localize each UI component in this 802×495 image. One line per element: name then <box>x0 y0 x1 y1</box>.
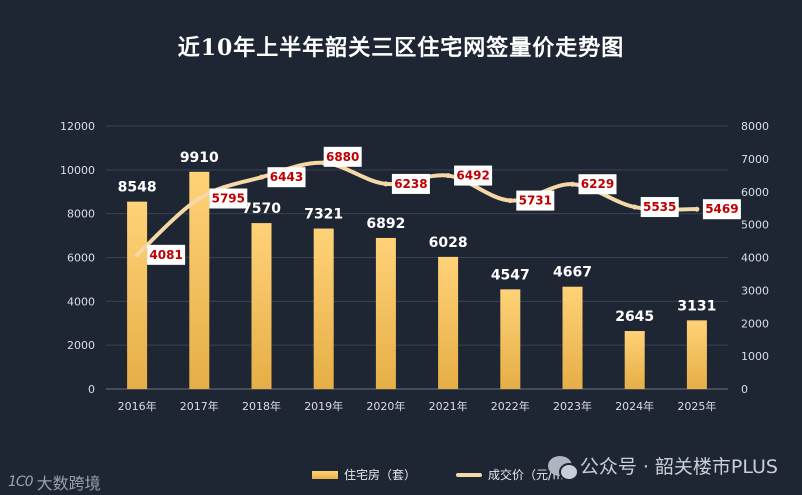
bar-value-label: 4547 <box>491 267 530 283</box>
bar <box>438 256 459 389</box>
brand-logo: 1C0 大数跨境 <box>8 470 101 494</box>
line-point <box>570 181 575 187</box>
y-left-tick-label: 0 <box>88 383 95 396</box>
y-right-tick-label: 6000 <box>741 186 769 199</box>
x-tick-label: 2018年 <box>242 399 281 413</box>
bar <box>686 320 707 389</box>
bar <box>375 237 396 389</box>
y-left-tick-label: 6000 <box>67 252 95 265</box>
y-right-tick-label: 4000 <box>741 252 769 265</box>
line-value-label: 6238 <box>394 177 427 191</box>
line-value-box <box>209 188 248 209</box>
line-point <box>632 204 638 210</box>
x-tick-label: 2021年 <box>429 399 468 413</box>
watermark: 公众号 · 韶关楼市PLUS <box>547 452 778 481</box>
legend-bar-swatch <box>312 470 338 479</box>
bar <box>313 228 334 389</box>
y-right-tick-label: 8000 <box>741 120 769 133</box>
watermark-text: 公众号 · 韶关楼市PLUS <box>579 456 778 478</box>
y-right-tick-label: 3000 <box>741 284 769 297</box>
line-value-box <box>578 174 617 195</box>
line-value-box <box>454 165 493 186</box>
bar-value-label: 9910 <box>180 150 219 166</box>
line-point <box>445 173 451 179</box>
legend-bar-label: 住宅房（套） <box>344 468 417 482</box>
legend-line-swatch <box>456 472 483 477</box>
x-tick-label: 2017年 <box>180 399 219 413</box>
bar <box>500 289 521 389</box>
line-value-label: 5795 <box>212 191 245 205</box>
line-value-label: 6443 <box>270 170 303 184</box>
line-value-label: 6229 <box>581 177 614 191</box>
line-value-box <box>702 199 741 220</box>
bar <box>251 223 272 389</box>
logo-mark: 1C0 <box>8 474 34 490</box>
bar <box>127 201 148 389</box>
x-tick-label: 2023年 <box>553 399 592 413</box>
line-point <box>383 181 389 187</box>
y-left-tick-label: 10000 <box>60 164 95 177</box>
y-right-tick-label: 7000 <box>741 153 769 166</box>
chart-title: 近10年上半年韶关三区住宅网签量价走势图 <box>177 35 625 61</box>
line-value-box <box>323 146 362 167</box>
legend-item-bars[interactable]: 住宅房（套） <box>312 466 416 483</box>
x-tick-label: 2020年 <box>366 399 405 413</box>
x-tick-label: 2019年 <box>304 399 343 413</box>
line-value-label: 6492 <box>456 169 489 183</box>
x-tick-label: 2025年 <box>677 399 716 413</box>
wechat-icon <box>547 455 579 481</box>
y-right-tick-label: 0 <box>741 383 748 396</box>
y-left-tick-label: 4000 <box>67 295 95 308</box>
line-point <box>196 195 202 201</box>
y-right-tick-label: 1000 <box>741 350 769 363</box>
x-tick-label: 2022年 <box>491 399 530 413</box>
bar-value-label: 3131 <box>677 298 716 314</box>
line-value-label: 5731 <box>519 194 552 208</box>
data-labels: 8548 9910 7570 7321 6892 6028 4547 4667 2645 3131… <box>118 146 741 325</box>
bar <box>562 286 583 389</box>
bar-value-label: 7321 <box>304 207 343 223</box>
line-value-label: 6880 <box>326 150 359 164</box>
logo-text: 大数跨境 <box>36 474 101 493</box>
bar-value-label: 7570 <box>242 201 281 217</box>
line-point <box>507 198 513 204</box>
axes: 0 2000 4000 6000 8000 10000 12000 0 1000 2000 3000… <box>60 120 769 413</box>
y-right-tick-label: 5000 <box>741 219 769 232</box>
line-value-box <box>267 167 306 188</box>
bar-value-label: 4667 <box>553 265 592 281</box>
bar-value-label: 8548 <box>118 180 157 196</box>
y-right-tick-label: 2000 <box>741 317 769 330</box>
line-value-box <box>391 173 430 194</box>
line-value-label: 5535 <box>643 200 676 214</box>
line-point <box>259 174 264 180</box>
line-value-box <box>640 197 679 218</box>
legend: 住宅房（套） 成交价（元/㎡） <box>312 466 576 483</box>
bar-value-label: 2645 <box>615 309 654 325</box>
bar <box>624 331 645 389</box>
line-value-box <box>147 244 186 265</box>
x-tick-label: 2016年 <box>118 399 157 413</box>
bar-value-label: 6028 <box>429 235 468 251</box>
y-left-tick-label: 8000 <box>67 208 95 221</box>
line-point <box>694 206 700 212</box>
bar-series <box>127 171 707 389</box>
y-left-tick-label: 12000 <box>60 120 95 133</box>
y-left-tick-label: 2000 <box>67 339 95 352</box>
line-value-box <box>516 190 555 211</box>
line-value-label: 5469 <box>705 202 738 216</box>
line-value-label: 4081 <box>149 248 182 262</box>
bar <box>189 171 210 389</box>
line-point <box>134 252 140 258</box>
x-tick-label: 2024年 <box>615 399 654 413</box>
bar-value-label: 6892 <box>366 216 405 232</box>
